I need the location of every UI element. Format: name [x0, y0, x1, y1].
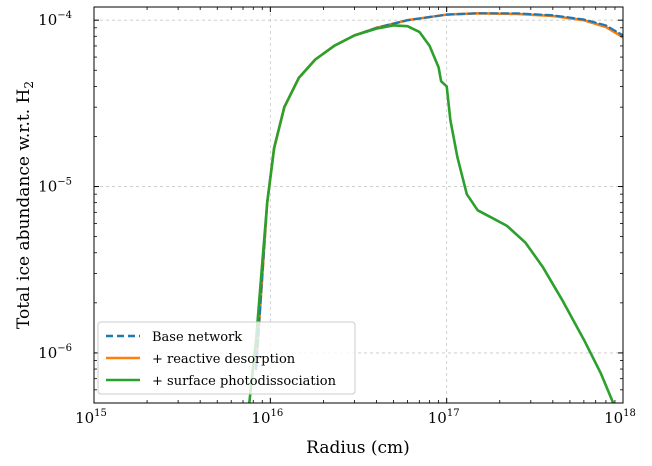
series-line-2	[248, 24, 615, 403]
x-tick-label: 1015	[75, 408, 107, 427]
y-axis-label-main: Total ice abundance w.r.t. H	[14, 89, 34, 329]
y-axis-label: Total ice abundance w.r.t. H2	[14, 81, 36, 329]
y-tick-label: 10−4	[38, 10, 72, 29]
x-axis-label: Radius (cm)	[306, 438, 410, 458]
legend-label-0: Base network	[152, 330, 242, 345]
ticks: 1015 1016 1017 1018 10−6 10−5 10−4	[38, 7, 636, 427]
plot-frame	[93, 6, 624, 404]
legend-label-2: + surface photodissociation	[152, 374, 337, 389]
y-tick-label: 10−6	[38, 343, 72, 362]
legend: Base network + reactive desorption + surfa…	[97, 321, 356, 395]
series-layer	[248, 12, 623, 403]
y-axis-label-subscript: 2	[22, 81, 36, 89]
x-tick-label: 1016	[251, 408, 283, 427]
legend-label-1: + reactive desorption	[152, 352, 296, 367]
y-tick-label: 10−5	[38, 177, 72, 196]
legend-box	[97, 321, 356, 395]
x-tick-label: 1018	[604, 408, 636, 427]
x-tick-label: 1017	[428, 408, 460, 427]
